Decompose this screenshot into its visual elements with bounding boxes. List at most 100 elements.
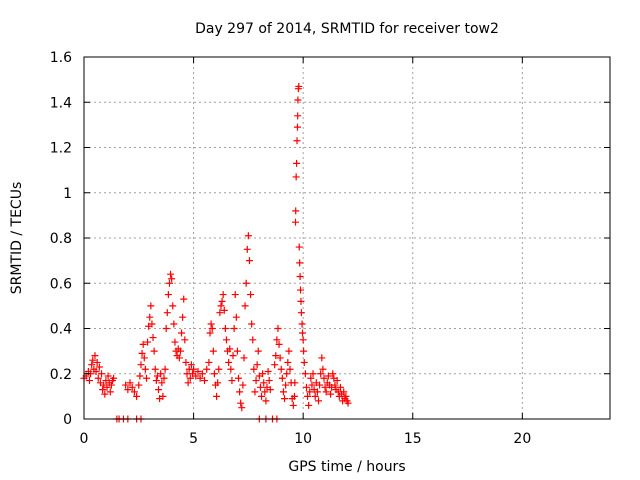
data-point xyxy=(162,325,170,332)
data-point xyxy=(275,340,283,348)
data-point xyxy=(217,302,225,310)
axis-ticks xyxy=(83,56,610,420)
data-point xyxy=(253,361,261,369)
data-point xyxy=(152,377,160,385)
data-point xyxy=(238,404,246,412)
x-tick-label: 0 xyxy=(80,431,89,447)
data-point xyxy=(241,302,249,310)
data-point xyxy=(155,386,163,394)
y-tick-label: 0 xyxy=(63,412,72,428)
data-point xyxy=(291,379,299,387)
x-tick-label: 15 xyxy=(404,431,422,447)
data-point xyxy=(181,336,189,344)
data-point xyxy=(243,245,251,253)
data-point xyxy=(222,336,230,344)
data-point xyxy=(265,377,273,385)
data-point xyxy=(149,334,157,342)
data-point xyxy=(256,383,264,391)
data-point xyxy=(293,159,301,167)
y-tick-label: 0.8 xyxy=(50,231,72,247)
data-point xyxy=(128,383,136,391)
data-point xyxy=(301,370,309,378)
data-point xyxy=(94,374,102,382)
data-point xyxy=(88,361,96,369)
data-point xyxy=(272,352,280,360)
data-point xyxy=(232,313,240,321)
data-point xyxy=(158,379,166,387)
data-point xyxy=(311,392,319,400)
data-point xyxy=(264,367,272,375)
data-point xyxy=(236,388,244,396)
data-point xyxy=(244,232,252,240)
data-point xyxy=(258,392,266,400)
data-point xyxy=(231,291,239,299)
data-point xyxy=(266,386,274,394)
data-point xyxy=(298,320,306,328)
data-point xyxy=(164,291,172,299)
data-point xyxy=(331,381,339,389)
data-point xyxy=(230,325,238,332)
data-point xyxy=(171,338,179,346)
data-point xyxy=(281,395,289,403)
data-point xyxy=(198,370,206,378)
data-point xyxy=(273,336,281,344)
data-point xyxy=(180,295,188,303)
data-point xyxy=(289,401,297,409)
data-point xyxy=(329,370,337,378)
data-point xyxy=(167,270,175,278)
data-point xyxy=(297,309,305,317)
data-point xyxy=(237,399,245,407)
chart-title: Day 297 of 2014, SRMTID for receiver tow… xyxy=(195,21,499,37)
data-point xyxy=(104,372,112,380)
data-point xyxy=(233,347,241,355)
data-point xyxy=(210,370,218,378)
data-point xyxy=(99,386,107,394)
data-point xyxy=(285,347,293,355)
data-point xyxy=(295,243,303,251)
data-point xyxy=(327,390,335,398)
data-point xyxy=(110,374,118,382)
data-point xyxy=(135,381,143,389)
data-point xyxy=(251,388,259,396)
data-point xyxy=(207,320,215,328)
data-point xyxy=(278,374,286,382)
data-point xyxy=(214,379,222,387)
data-point xyxy=(319,365,327,373)
data-point xyxy=(306,388,314,396)
data-point xyxy=(239,381,247,389)
data-point xyxy=(297,297,305,305)
data-point xyxy=(192,372,200,380)
data-point xyxy=(98,370,106,378)
data-point xyxy=(203,365,211,373)
data-point xyxy=(184,379,192,387)
data-point xyxy=(295,82,303,90)
data-point xyxy=(147,302,155,310)
x-tick-label: 20 xyxy=(513,431,531,447)
data-point xyxy=(190,365,198,373)
data-point xyxy=(297,286,305,294)
data-point xyxy=(124,386,132,394)
data-point xyxy=(93,358,101,366)
data-point xyxy=(308,381,316,389)
data-point xyxy=(208,325,216,332)
data-point xyxy=(344,399,352,407)
data-point xyxy=(179,313,187,321)
data-point xyxy=(142,374,150,382)
data-point xyxy=(161,365,169,373)
data-point xyxy=(315,397,323,405)
data-point xyxy=(196,374,204,382)
data-point xyxy=(309,370,317,378)
data-point xyxy=(209,347,217,355)
data-point xyxy=(249,336,257,344)
data-point xyxy=(318,354,326,362)
y-tick-label: 1.6 xyxy=(50,50,72,66)
data-point xyxy=(140,354,148,362)
data-point xyxy=(284,358,292,366)
x-tick-label: 5 xyxy=(189,431,198,447)
data-point xyxy=(316,381,324,389)
data-point xyxy=(182,358,190,366)
data-point xyxy=(276,354,284,362)
data-point xyxy=(226,345,234,353)
data-point xyxy=(262,397,270,405)
